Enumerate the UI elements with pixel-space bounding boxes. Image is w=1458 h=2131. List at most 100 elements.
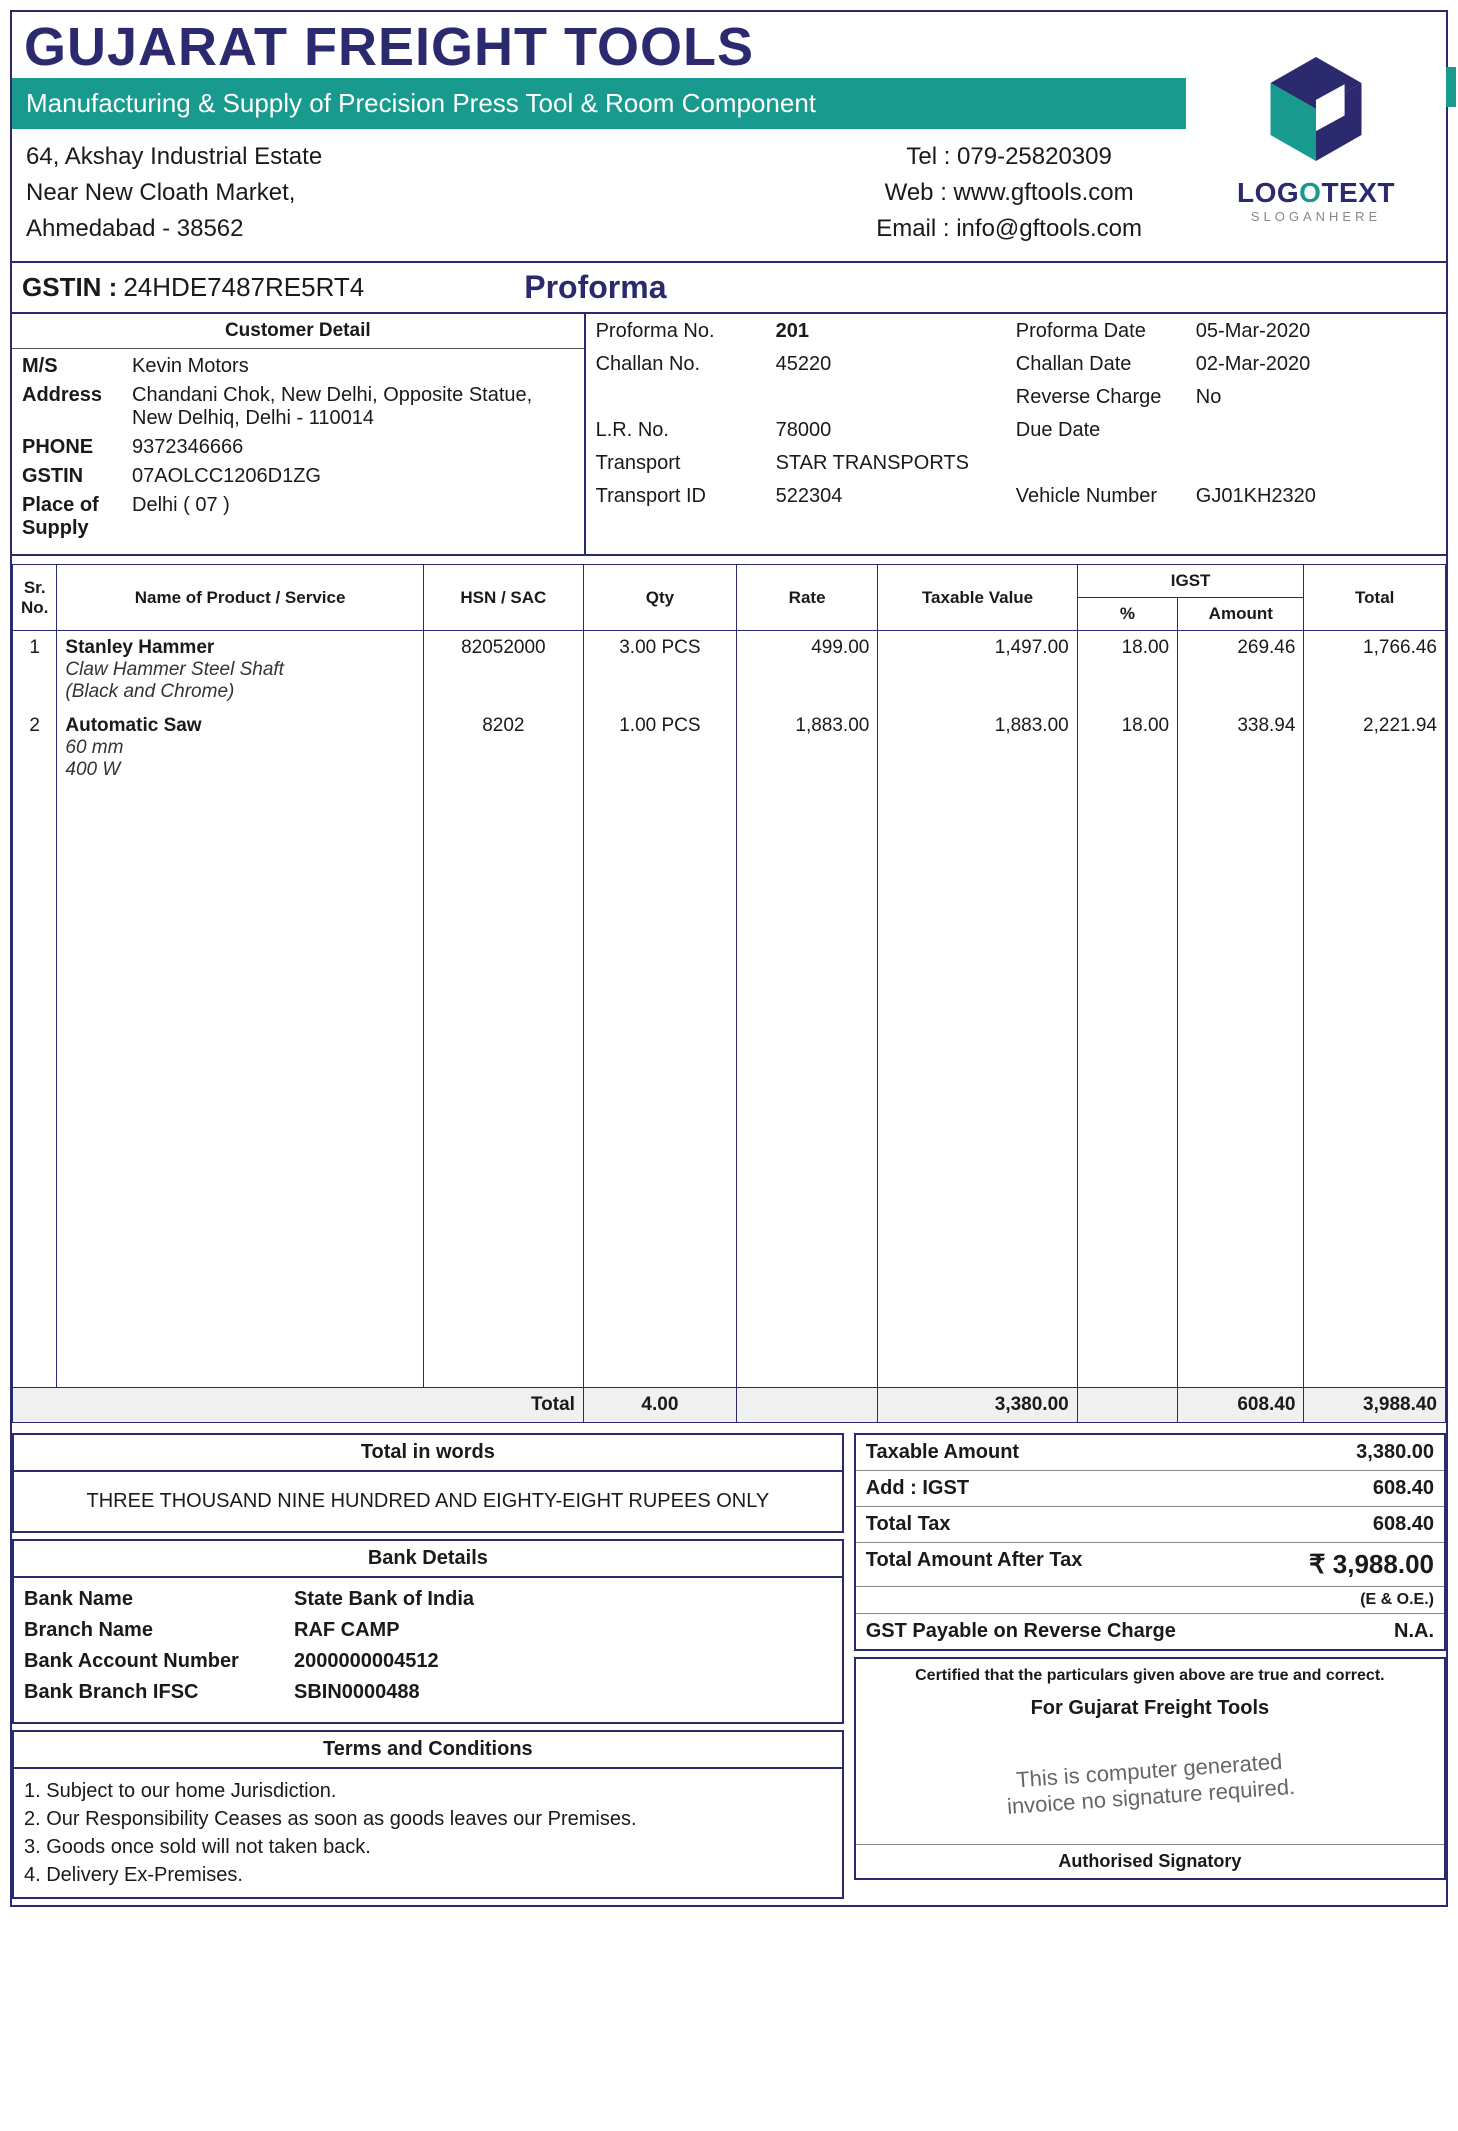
footer-total-label: Total xyxy=(13,1387,584,1422)
term-line: 1. Subject to our home Jurisdiction. xyxy=(24,1777,832,1805)
transport-id-label: Transport ID xyxy=(596,485,776,508)
totals-box: Taxable Amount3,380.00 Add : IGST608.40 … xyxy=(854,1433,1446,1651)
table-row: 1 Stanley Hammer Claw Hammer Steel Shaft… xyxy=(13,631,1446,710)
gstin-row: GSTIN : 24HDE7487RE5RT4 Proforma xyxy=(12,263,1446,314)
header-logo-area: LOGOTEXT SLOGANHERE xyxy=(1186,12,1446,261)
metadata-row: Customer Detail M/SKevin Motors AddressC… xyxy=(12,314,1446,556)
customer-detail-box: Customer Detail M/SKevin Motors AddressC… xyxy=(12,314,586,554)
col-sr: Sr. No. xyxy=(13,565,57,631)
add-igst-label: Add : IGST xyxy=(866,1477,969,1500)
header-left: GUJARAT FREIGHT TOOLS Manufacturing & Su… xyxy=(12,12,1186,261)
col-igst: IGST xyxy=(1077,565,1304,598)
col-total: Total xyxy=(1304,565,1446,631)
taxable-label: Taxable Amount xyxy=(866,1441,1019,1464)
items-footer: Total 4.00 3,380.00 608.40 3,988.40 xyxy=(13,1387,1446,1422)
after-tax-label: Total Amount After Tax xyxy=(866,1549,1083,1580)
words-box: Total in words THREE THOUSAND NINE HUNDR… xyxy=(12,1433,844,1533)
proforma-date-value: 05-Mar-2020 xyxy=(1196,320,1436,343)
company-name: GUJARAT FREIGHT TOOLS xyxy=(12,12,1186,78)
company-address: 64, Akshay Industrial Estate Near New Cl… xyxy=(26,139,876,247)
transport-id-value: 522304 xyxy=(776,485,1016,508)
term-line: 3. Goods once sold will not taken back. xyxy=(24,1833,832,1861)
due-date-value xyxy=(1196,419,1436,442)
add-igst-value: 608.40 xyxy=(1373,1477,1434,1500)
footer-total: 3,988.40 xyxy=(1304,1387,1446,1422)
proforma-no-label: Proforma No. xyxy=(596,320,776,343)
cell-total: 2,221.94 xyxy=(1304,709,1446,787)
branch-value: RAF CAMP xyxy=(294,1619,400,1642)
logo-text: LOGOTEXT xyxy=(1237,177,1395,209)
cust-gstin-label: GSTIN xyxy=(22,465,132,488)
address-line: 64, Akshay Industrial Estate xyxy=(26,139,876,175)
footer-qty: 4.00 xyxy=(583,1387,736,1422)
footer-taxable: 3,380.00 xyxy=(878,1387,1077,1422)
cell-igst-amt: 338.94 xyxy=(1178,709,1304,787)
phone-value: 9372346666 xyxy=(132,436,574,459)
cell-sr: 1 xyxy=(13,631,57,710)
ifsc-label: Bank Branch IFSC xyxy=(24,1681,294,1704)
ms-label: M/S xyxy=(22,355,132,378)
vehicle-label: Vehicle Number xyxy=(1016,485,1196,508)
product-name: Automatic Saw xyxy=(65,715,414,737)
bank-box: Bank Details Bank NameState Bank of Indi… xyxy=(12,1539,844,1724)
words-value: THREE THOUSAND NINE HUNDRED AND EIGHTY-E… xyxy=(14,1472,842,1531)
challan-date-value: 02-Mar-2020 xyxy=(1196,353,1436,376)
contact-row: 64, Akshay Industrial Estate Near New Cl… xyxy=(12,129,1186,261)
cell-name: Automatic Saw 60 mm 400 W xyxy=(57,709,423,787)
proforma-date-label: Proforma Date xyxy=(1016,320,1196,343)
invoice-page: GUJARAT FREIGHT TOOLS Manufacturing & Su… xyxy=(10,10,1448,1907)
items-body: 1 Stanley Hammer Claw Hammer Steel Shaft… xyxy=(13,631,1446,1388)
certification-box: Certified that the particulars given abo… xyxy=(854,1657,1446,1880)
cell-hsn: 8202 xyxy=(423,709,583,787)
bank-name-label: Bank Name xyxy=(24,1588,294,1611)
address-line: Ahmedabad - 38562 xyxy=(26,211,876,247)
cert-text: Certified that the particulars given abo… xyxy=(856,1659,1444,1693)
col-name: Name of Product / Service xyxy=(57,565,423,631)
challan-no-value: 45220 xyxy=(776,353,1016,376)
address-value: Chandani Chok, New Delhi, Opposite Statu… xyxy=(132,384,574,430)
cell-taxable: 1,883.00 xyxy=(878,709,1077,787)
signature-area: This is computer generated invoice no si… xyxy=(852,1703,1447,1864)
due-date-label: Due Date xyxy=(1016,419,1196,442)
transport-label: Transport xyxy=(596,452,776,475)
challan-no-label: Challan No. xyxy=(596,353,776,376)
header: GUJARAT FREIGHT TOOLS Manufacturing & Su… xyxy=(12,12,1446,263)
contact-web: Web : www.gftools.com xyxy=(876,175,1142,211)
bank-body: Bank NameState Bank of India Branch Name… xyxy=(14,1578,842,1722)
cell-taxable: 1,497.00 xyxy=(878,631,1077,710)
total-tax-value: 608.40 xyxy=(1373,1513,1434,1536)
cell-total: 1,766.46 xyxy=(1304,631,1446,710)
bottom-right: Taxable Amount3,380.00 Add : IGST608.40 … xyxy=(854,1433,1446,1905)
customer-grid: M/SKevin Motors AddressChandani Chok, Ne… xyxy=(12,349,584,554)
words-heading: Total in words xyxy=(14,1435,842,1472)
cell-rate: 1,883.00 xyxy=(736,709,877,787)
address-label: Address xyxy=(22,384,132,430)
contact-email: Email : info@gftools.com xyxy=(876,211,1142,247)
cell-sr: 2 xyxy=(13,709,57,787)
product-sub: (Black and Chrome) xyxy=(65,681,414,703)
pos-value: Delhi ( 07 ) xyxy=(132,494,574,540)
lr-no-label: L.R. No. xyxy=(596,419,776,442)
table-row: 2 Automatic Saw 60 mm 400 W 8202 1.00 PC… xyxy=(13,709,1446,787)
cell-rate: 499.00 xyxy=(736,631,877,710)
bank-name-value: State Bank of India xyxy=(294,1588,474,1611)
cell-qty: 3.00 PCS xyxy=(583,631,736,710)
product-name: Stanley Hammer xyxy=(65,637,414,659)
reverse-charge-label: Reverse Charge xyxy=(1016,386,1196,409)
logo-text-part: LOG xyxy=(1237,177,1299,208)
company-tagline: Manufacturing & Supply of Precision Pres… xyxy=(12,78,1186,129)
total-tax-label: Total Tax xyxy=(866,1513,951,1536)
eo-text: (E & O.E.) xyxy=(856,1587,1444,1613)
proforma-meta-box: Proforma No.201 Proforma Date05-Mar-2020… xyxy=(586,314,1446,554)
bottom-section: Total in words THREE THOUSAND NINE HUNDR… xyxy=(12,1433,1446,1905)
acc-label: Bank Account Number xyxy=(24,1650,294,1673)
accent-square xyxy=(1446,67,1456,107)
bank-heading: Bank Details xyxy=(14,1541,842,1578)
logo-text-part: O xyxy=(1299,177,1321,208)
address-line: Near New Cloath Market, xyxy=(26,175,876,211)
proforma-no-value: 201 xyxy=(776,320,1016,343)
terms-box: Terms and Conditions 1. Subject to our h… xyxy=(12,1730,844,1899)
logo-slogan: SLOGANHERE xyxy=(1251,209,1381,224)
items-header: Sr. No. Name of Product / Service HSN / … xyxy=(13,565,1446,631)
after-tax-value: ₹ 3,988.00 xyxy=(1309,1549,1434,1580)
